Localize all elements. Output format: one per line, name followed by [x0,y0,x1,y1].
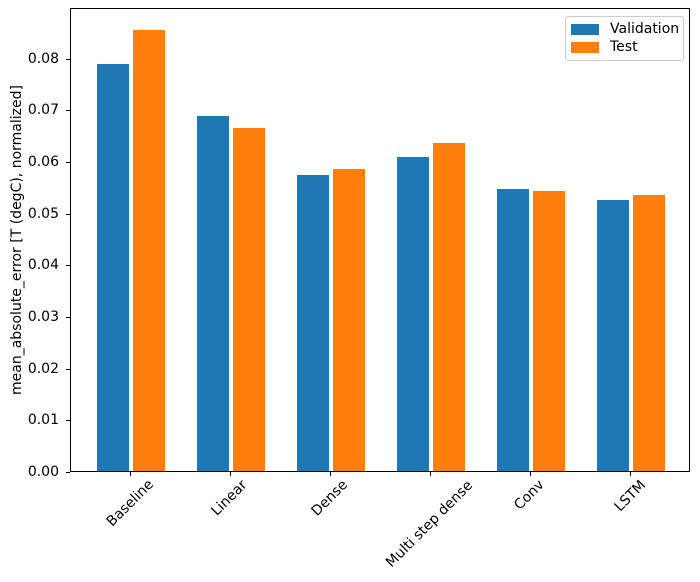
plot-area [70,8,690,472]
x-tick-label: Conv [511,477,548,514]
y-tick-label: 0.07 [27,102,59,118]
x-tick-label: Dense [308,476,352,520]
x-tick-mark [630,472,631,476]
x-tick-mark [130,472,131,476]
y-tick-label: 0.06 [27,154,59,170]
y-tick-label: 0.05 [27,206,59,222]
bar-validation-linear [197,116,229,471]
y-tick-mark [66,420,70,421]
y-tick-mark [66,265,70,266]
y-tick-label: 0.02 [27,361,59,377]
y-tick-mark [66,317,70,318]
y-tick-label: 0.01 [27,412,59,428]
y-tick-mark [66,369,70,370]
x-tick-label: Baseline [103,476,157,531]
x-tick-label: Linear [208,477,251,520]
y-tick-label: 0.03 [27,309,59,325]
bar-validation-baseline [97,64,129,471]
x-tick-mark [530,472,531,476]
legend-item-validation: Validation [571,21,679,38]
bar-validation-lstm [597,200,629,471]
legend-swatch-icon [571,41,599,53]
legend: Validation Test [565,16,684,61]
bar-validation-multi-step-dense [397,157,429,471]
x-tick-label: LSTM [610,476,649,515]
y-tick-label: 0.04 [27,257,59,273]
legend-swatch-icon [571,24,599,36]
x-tick-mark [230,472,231,476]
legend-label: Validation [610,21,680,38]
bar-test-multi-step-dense [433,143,465,471]
y-tick-mark [66,162,70,163]
legend-item-test: Test [571,39,675,56]
bar-test-baseline [133,30,165,471]
bar-test-lstm [633,195,665,471]
bar-validation-conv [497,189,529,471]
y-tick-label: 0.08 [27,51,59,67]
bar-test-linear [233,128,265,471]
y-tick-mark [66,214,70,215]
y-tick-label: 0.00 [27,464,59,480]
x-tick-label: Multi step dense [382,477,477,571]
bar-test-dense [333,169,365,471]
y-axis-label: mean_absolute_error [T (degC), normalize… [9,85,25,395]
y-tick-mark [66,59,70,60]
bar-validation-dense [297,175,329,471]
legend-label: Test [610,38,638,55]
y-tick-mark [66,472,70,473]
x-tick-mark [330,472,331,476]
y-tick-mark [66,110,70,111]
bar-test-conv [533,191,565,471]
x-tick-mark [430,472,431,476]
